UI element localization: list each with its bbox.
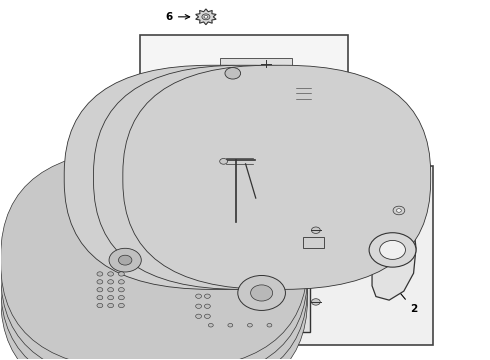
Circle shape xyxy=(228,323,233,327)
Circle shape xyxy=(250,285,272,301)
FancyBboxPatch shape xyxy=(303,237,324,248)
Circle shape xyxy=(204,284,210,288)
Circle shape xyxy=(119,272,124,276)
Polygon shape xyxy=(196,9,216,25)
Circle shape xyxy=(97,296,103,300)
FancyBboxPatch shape xyxy=(274,112,289,124)
Circle shape xyxy=(97,280,103,284)
Circle shape xyxy=(273,148,280,153)
Circle shape xyxy=(269,145,285,157)
Circle shape xyxy=(204,264,210,268)
FancyBboxPatch shape xyxy=(0,161,308,360)
Circle shape xyxy=(380,240,405,260)
Text: 3: 3 xyxy=(99,157,115,180)
Circle shape xyxy=(109,248,141,272)
Circle shape xyxy=(202,14,210,20)
FancyBboxPatch shape xyxy=(69,296,86,312)
FancyBboxPatch shape xyxy=(0,172,308,360)
Circle shape xyxy=(108,303,114,308)
Circle shape xyxy=(204,294,210,298)
FancyBboxPatch shape xyxy=(69,188,86,204)
FancyBboxPatch shape xyxy=(129,196,139,206)
FancyBboxPatch shape xyxy=(0,184,308,360)
Circle shape xyxy=(196,304,201,309)
Circle shape xyxy=(204,314,210,319)
Circle shape xyxy=(204,304,210,309)
Circle shape xyxy=(108,288,114,292)
Circle shape xyxy=(74,194,81,199)
Text: 7: 7 xyxy=(139,146,158,156)
Circle shape xyxy=(119,280,124,284)
FancyBboxPatch shape xyxy=(220,112,235,124)
FancyBboxPatch shape xyxy=(190,179,310,332)
FancyBboxPatch shape xyxy=(110,196,123,206)
Text: 4: 4 xyxy=(168,84,212,94)
Circle shape xyxy=(204,15,208,18)
Circle shape xyxy=(108,272,114,276)
Circle shape xyxy=(98,240,152,280)
Circle shape xyxy=(119,255,132,265)
Circle shape xyxy=(119,288,124,292)
Polygon shape xyxy=(153,147,166,155)
Text: 6: 6 xyxy=(166,12,190,22)
Circle shape xyxy=(97,303,103,308)
Circle shape xyxy=(108,280,114,284)
FancyBboxPatch shape xyxy=(207,105,302,114)
FancyBboxPatch shape xyxy=(90,186,168,320)
FancyBboxPatch shape xyxy=(140,35,347,167)
FancyBboxPatch shape xyxy=(64,166,433,345)
FancyBboxPatch shape xyxy=(220,58,293,69)
Circle shape xyxy=(196,264,201,268)
Circle shape xyxy=(247,323,252,327)
Text: 5: 5 xyxy=(290,146,310,156)
Circle shape xyxy=(224,116,230,121)
Circle shape xyxy=(108,296,114,300)
FancyBboxPatch shape xyxy=(123,65,431,289)
Circle shape xyxy=(74,301,81,306)
Circle shape xyxy=(196,314,201,319)
FancyBboxPatch shape xyxy=(214,70,298,107)
Circle shape xyxy=(267,323,272,327)
FancyBboxPatch shape xyxy=(293,75,315,103)
FancyBboxPatch shape xyxy=(0,149,308,360)
Circle shape xyxy=(225,68,241,79)
Circle shape xyxy=(396,209,401,212)
Circle shape xyxy=(278,116,284,121)
Circle shape xyxy=(196,294,201,298)
Text: 2: 2 xyxy=(389,280,417,314)
Circle shape xyxy=(225,266,298,320)
Circle shape xyxy=(312,299,320,305)
Text: 1: 1 xyxy=(41,248,66,258)
Circle shape xyxy=(97,272,103,276)
Circle shape xyxy=(196,284,201,288)
Circle shape xyxy=(220,158,227,164)
FancyBboxPatch shape xyxy=(82,181,175,326)
Circle shape xyxy=(196,274,201,278)
Circle shape xyxy=(204,274,210,278)
Circle shape xyxy=(238,275,286,310)
Circle shape xyxy=(119,296,124,300)
Circle shape xyxy=(369,233,416,267)
Circle shape xyxy=(312,227,320,233)
Circle shape xyxy=(393,206,405,215)
FancyBboxPatch shape xyxy=(94,65,401,289)
Circle shape xyxy=(97,288,103,292)
Circle shape xyxy=(208,323,213,327)
Polygon shape xyxy=(368,196,418,300)
Circle shape xyxy=(119,303,124,308)
Circle shape xyxy=(219,63,246,84)
FancyBboxPatch shape xyxy=(64,65,372,289)
FancyBboxPatch shape xyxy=(147,196,160,206)
